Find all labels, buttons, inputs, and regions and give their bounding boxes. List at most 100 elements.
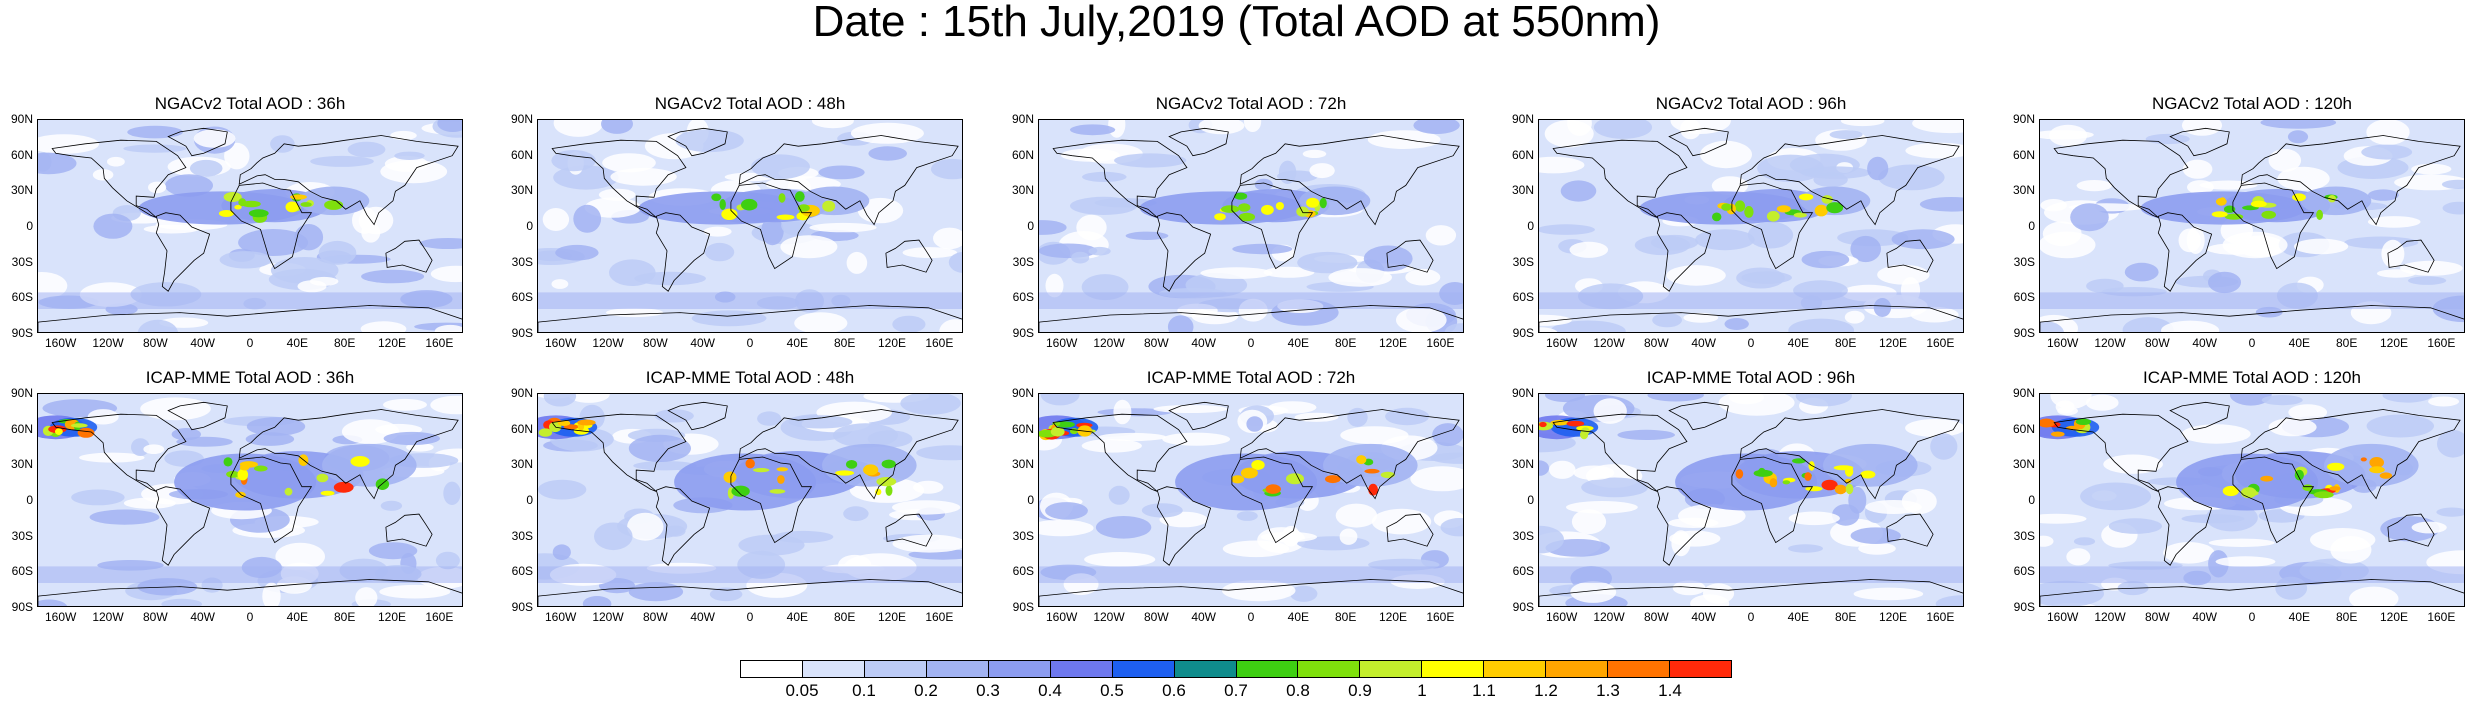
aod-hotspot [1539, 421, 1547, 428]
coastline [1039, 579, 1463, 606]
aod-hotspot [2223, 205, 2236, 213]
aod-field-patch [437, 120, 462, 132]
aod-field-patch [543, 394, 577, 407]
coastline [51, 413, 187, 492]
panel-title: NGACv2 Total AOD : 120h [2151, 94, 2352, 113]
longitude-tick-label: 120W [1093, 336, 1125, 350]
aod-field-patch [1410, 466, 1463, 492]
colorbar-label: 1.2 [1534, 681, 1558, 700]
aod-field-patch [1569, 241, 1609, 258]
aod-field-patch [318, 240, 357, 265]
latitude-tick-label: 60N [1011, 421, 1034, 436]
longitude-tick-label: 40W [690, 610, 715, 624]
longitude-tick-label: 40W [190, 610, 215, 624]
aod-field-patch [794, 312, 848, 332]
aod-field-patch [2260, 120, 2337, 129]
colorbar-label: 0.05 [785, 681, 819, 700]
aod-field-patch [140, 397, 211, 421]
aod-field-patch [1268, 401, 1317, 414]
aod-field-patch [1788, 318, 1855, 332]
longitude-tick-label: 160W [2046, 610, 2079, 624]
coastline [2040, 305, 2464, 332]
aod-field-patch [1095, 516, 1152, 539]
aod-hotspot [1744, 206, 1754, 218]
aod-field-patch [1910, 306, 1959, 323]
aod-field-patch [2268, 417, 2317, 437]
aod-field-patch [107, 156, 125, 167]
aod-hotspot [2219, 197, 2226, 204]
aod-field-patch [1263, 266, 1315, 278]
aod-field-patch [148, 181, 167, 194]
aod-field-patch [1425, 225, 1457, 246]
aod-southern-ocean-band [1539, 566, 1963, 583]
aod-field-patch [1800, 166, 1871, 179]
longitude-tick-label: 80E [833, 610, 856, 624]
aod-hotspot [711, 193, 722, 202]
aod-hotspot [723, 471, 737, 483]
longitude-tick-label: 80W [1143, 610, 1169, 624]
aod-field-patch [2182, 159, 2213, 179]
aod-field-patch [1114, 153, 1187, 168]
latitude-tick-label: 60S [1012, 564, 1034, 579]
aod-hotspot [284, 487, 293, 496]
coastline [1552, 139, 1688, 218]
latitude-tick-label: 60S [511, 564, 533, 579]
latitude-tick-label: 30N [10, 183, 33, 198]
aod-field-patch [843, 506, 869, 522]
aod-hotspot [1214, 213, 1226, 221]
latitude-tick-label: 30N [2012, 457, 2035, 472]
longitude-tick-label: 40W [1691, 336, 1716, 350]
aod-field-patch [633, 461, 697, 471]
longitude-tick-label: 40W [2192, 336, 2217, 350]
aod-field-patch [1858, 542, 1896, 555]
aod-field-patch [2049, 124, 2088, 147]
colorbar-box [1422, 661, 1485, 677]
aod-field-patch [1680, 120, 1701, 140]
aod-field-patch [1432, 423, 1463, 447]
aod-field-patch [602, 153, 656, 173]
aod-hotspot [218, 210, 234, 217]
aod-hotspot [235, 491, 246, 498]
aod-field-patch [390, 130, 417, 141]
aod-field-patch [2437, 430, 2464, 458]
longitude-tick-label: 0 [1747, 336, 1755, 350]
coastline [885, 513, 933, 547]
coastline [51, 139, 187, 218]
aod-hotspot [1364, 468, 1380, 474]
coastline [1386, 513, 1434, 547]
latitude-tick-label: 90S [1012, 326, 1034, 340]
longitude-tick-label: 0 [746, 336, 754, 350]
aod-field-patch [948, 251, 962, 273]
latitude-tick-label: 30S [1512, 528, 1534, 543]
colorbar-box [1360, 661, 1423, 677]
longitude-tick-label: 160W [544, 610, 577, 624]
aod-field-patch [606, 308, 664, 318]
latitude-tick-label: 90S [511, 600, 533, 614]
aod-field-patch [1832, 504, 1860, 526]
longitude-tick-label: 40E [1287, 610, 1309, 624]
aod-field-patch [89, 509, 160, 525]
aod-field-patch [868, 146, 907, 161]
aod-field-patch [294, 224, 324, 251]
longitude-tick-label: 80E [333, 610, 356, 624]
latitude-tick-label: 30N [10, 457, 33, 472]
aod-field-patch [360, 321, 407, 332]
aod-field-patch [443, 481, 461, 505]
aod-field-patch [1113, 399, 1132, 425]
aod-hotspot [776, 214, 795, 220]
map-panel [2039, 393, 2465, 607]
longitude-tick-label: 80W [142, 336, 168, 350]
aod-field-patch [552, 544, 571, 560]
aod-field-patch [1153, 405, 1228, 413]
aod-field-patch [1724, 318, 1749, 330]
aod-field-patch [628, 434, 691, 462]
aod-hotspot [1845, 483, 1854, 495]
aod-field-patch [361, 269, 425, 284]
aod-field-patch [380, 500, 403, 511]
longitude-tick-label: 40E [786, 610, 808, 624]
aod-field-patch [1795, 394, 1852, 407]
aod-field-patch [1570, 581, 1617, 603]
latitude-tick-label: 90S [511, 326, 533, 340]
longitude-tick-label: 80E [2335, 610, 2358, 624]
aod-field-patch [2287, 130, 2309, 144]
